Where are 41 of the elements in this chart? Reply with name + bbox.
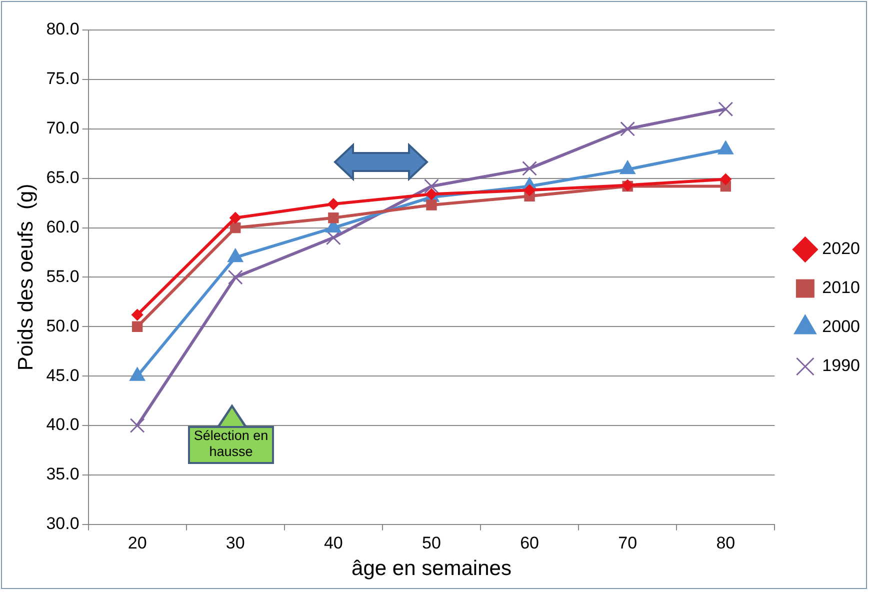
y-tick-label: 50.0 <box>46 316 80 336</box>
y-tick-label: 65.0 <box>46 168 80 188</box>
point <box>424 178 439 194</box>
legend-label: 2020 <box>822 239 860 258</box>
x-tick-label: 60 <box>520 533 539 552</box>
x-tick-label: 30 <box>226 533 245 552</box>
legend-label: 1990 <box>822 356 860 376</box>
x-tick-label: 40 <box>324 533 343 552</box>
x-axis-title: âge en semaines <box>352 557 512 580</box>
point <box>230 212 242 224</box>
y-tick-label: 55.0 <box>46 266 80 286</box>
point <box>718 102 734 117</box>
point <box>132 309 144 321</box>
y-tick-label: 40.0 <box>46 415 80 434</box>
y-tick-label: 70.0 <box>46 118 80 138</box>
y-axis-title: Poids des oeufs (g) <box>14 184 38 371</box>
y-tick-label: 45.0 <box>46 366 80 385</box>
point <box>228 270 243 285</box>
up-arrow-callout: Sélection en hausse <box>188 404 276 466</box>
annotation: Sélection en hausse <box>188 426 274 464</box>
point <box>620 121 636 136</box>
point <box>132 321 143 332</box>
y-tick-label: 60.0 <box>46 217 80 236</box>
x-tick-label: 50 <box>422 533 441 552</box>
point <box>328 198 340 210</box>
point <box>328 212 339 224</box>
y-tick-label: 80.0 <box>46 20 80 39</box>
y-tick-label: 35.0 <box>46 464 80 484</box>
legend-label: 2000 <box>822 317 860 336</box>
y-tick-label: 75.0 <box>46 69 80 88</box>
y-tick-label: 30.0 <box>46 514 80 534</box>
point <box>230 222 241 234</box>
point <box>524 184 536 196</box>
point <box>130 418 145 433</box>
x-tick-label: 20 <box>128 533 147 552</box>
legend-label: 2010 <box>822 278 860 298</box>
x-tick-label: 70 <box>618 533 638 552</box>
point <box>720 174 732 186</box>
point <box>426 200 437 210</box>
x-tick-label: 80 <box>716 533 736 552</box>
point <box>522 160 538 176</box>
